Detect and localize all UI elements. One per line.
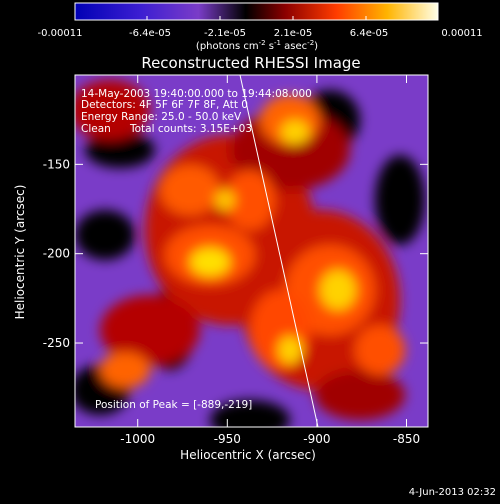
x-tick-label: -950 bbox=[214, 432, 241, 446]
x-axis-label: Heliocentric X (arcsec) bbox=[180, 448, 316, 462]
info-energy-range: Energy Range: 25.0 - 50.0 keV bbox=[81, 111, 242, 123]
colorbar-tick-label: -2.1e-05 bbox=[204, 28, 246, 39]
x-tick-label: -900 bbox=[303, 432, 330, 446]
x-tick-label: -850 bbox=[393, 432, 420, 446]
info-clean: Clean bbox=[81, 123, 111, 135]
x-axis-ticks: -1000 -950 -900 -850 bbox=[120, 75, 420, 446]
peak-position: Position of Peak = [-889,-219] bbox=[95, 399, 252, 411]
y-tick-label: -150 bbox=[43, 157, 70, 171]
info-time-range: 14-May-2003 19:40:00.000 to 19:44:08.000 bbox=[81, 88, 312, 100]
colorbar-ticks bbox=[74, 16, 439, 20]
colorbar-tick-label: 0.00011 bbox=[441, 28, 482, 39]
info-detectors: Detectors: 4F 5F 6F 7F 8F, Att 0 bbox=[81, 99, 248, 111]
image-map bbox=[75, 75, 428, 427]
y-axis-label: Heliocentric Y (arcsec) bbox=[13, 185, 27, 320]
colorbar-unit-label: (photons cm-2 s-1 asec-2) bbox=[196, 39, 318, 52]
colorbar-tick-label: -6.4e-05 bbox=[129, 28, 171, 39]
y-axis-ticks: -150 -200 -250 bbox=[43, 157, 428, 350]
colorbar-tick-label: 2.1e-05 bbox=[274, 28, 312, 39]
solar-limb-line bbox=[239, 75, 319, 427]
y-tick-label: -200 bbox=[43, 247, 70, 261]
y-tick-label: -250 bbox=[43, 336, 70, 350]
plot-frame bbox=[74, 74, 429, 428]
footer-date: 4-Jun-2013 02:32 bbox=[409, 487, 496, 498]
plot-title: Reconstructed RHESSI Image bbox=[141, 54, 360, 72]
info-total-counts: Total counts: 3.15E+03 bbox=[129, 123, 252, 135]
colorbar bbox=[74, 2, 439, 21]
colorbar-tick-label: -0.00011 bbox=[38, 28, 83, 39]
x-tick-label: -1000 bbox=[120, 432, 155, 446]
colorbar-tick-label: 6.4e-05 bbox=[350, 28, 388, 39]
